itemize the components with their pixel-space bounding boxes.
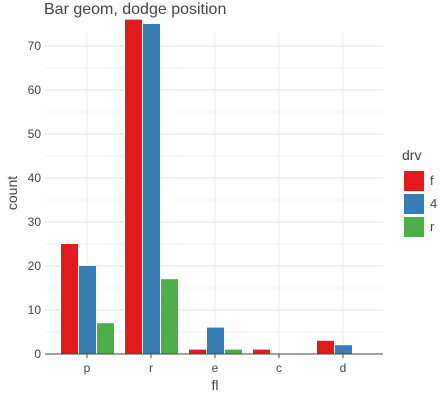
bar-r-p[interactable] [97, 323, 114, 354]
x-tick-label: r [149, 361, 153, 375]
y-tick-label: 10 [28, 303, 42, 317]
y-tick-label: 70 [28, 39, 42, 53]
bar-f-r[interactable] [125, 19, 142, 354]
y-axis-label: count [4, 175, 20, 211]
x-tick-label: d [340, 361, 347, 375]
bar-4-r[interactable] [143, 24, 160, 354]
bar-f-c[interactable] [253, 349, 270, 354]
axis-layer: 0 10 20 30 40 50 60 70 p r e c d [28, 39, 383, 375]
legend-key-f [404, 171, 424, 191]
legend-title: drv [402, 147, 422, 163]
x-axis-label: fl [211, 377, 219, 393]
y-tick-label: 40 [28, 171, 42, 185]
legend-label-r: r [430, 219, 435, 234]
x-tick-label: e [212, 361, 219, 375]
y-tick-label: 0 [34, 347, 41, 361]
legend-label-f: f [430, 173, 434, 188]
x-tick-label: p [84, 361, 91, 375]
bar-f-d[interactable] [317, 340, 334, 354]
bar-r-r[interactable] [161, 279, 178, 354]
bar-layer [61, 19, 352, 354]
legend-key-r [404, 217, 424, 237]
legend-label-4: 4 [430, 196, 438, 211]
y-tick-label: 20 [28, 259, 42, 273]
bar-f-p[interactable] [61, 244, 78, 354]
legend-key-4 [404, 194, 424, 214]
bar-4-e[interactable] [207, 327, 224, 354]
y-tick-label: 30 [28, 215, 42, 229]
bar-r-e[interactable] [225, 349, 242, 354]
x-tick-label: c [276, 361, 282, 375]
y-tick-label: 50 [28, 127, 42, 141]
y-tick-label: 60 [28, 83, 42, 97]
bar-4-p[interactable] [79, 266, 96, 354]
bar-f-e[interactable] [189, 349, 206, 354]
chart-title: Bar geom, dodge position [44, 1, 227, 18]
bar-4-d[interactable] [335, 345, 352, 354]
